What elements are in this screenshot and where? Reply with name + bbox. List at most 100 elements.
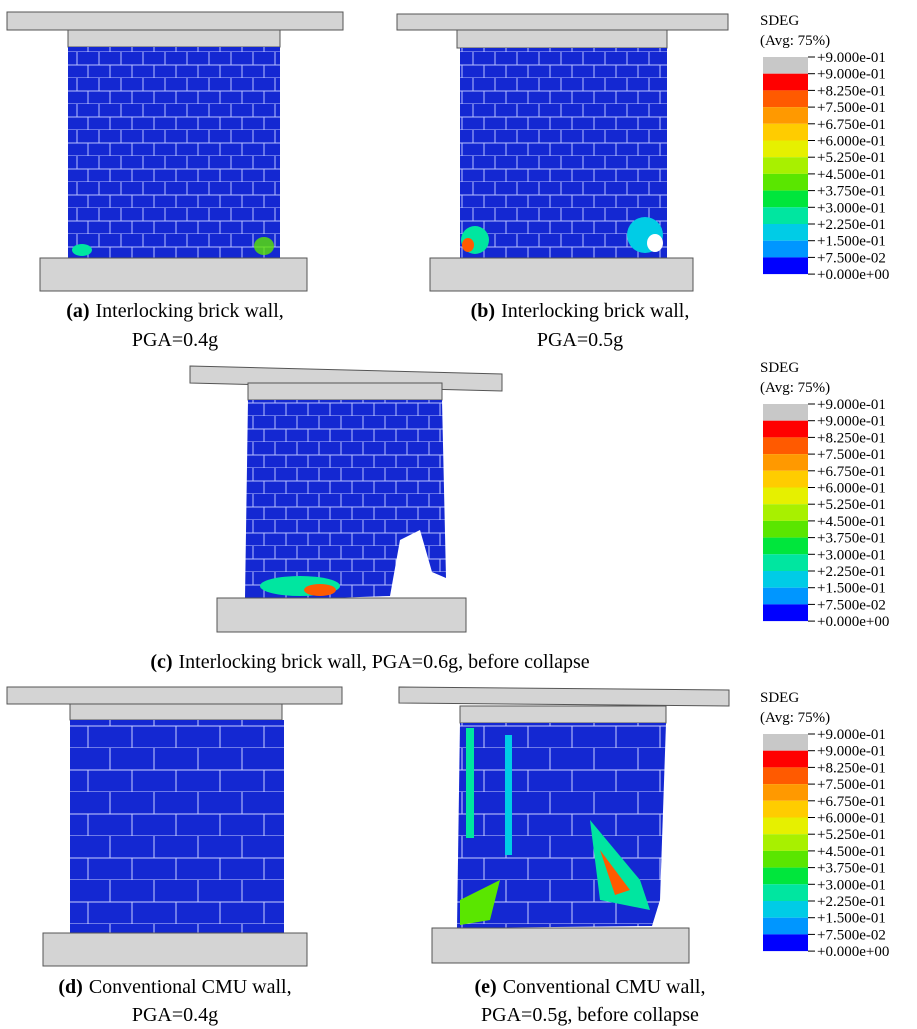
legend-swatch [763, 454, 808, 471]
legend-label: +3.750e-01 [817, 861, 886, 877]
legend-label: +6.000e-01 [817, 134, 886, 150]
legend-swatch [763, 257, 808, 275]
legend-label: +7.500e-02 [817, 250, 886, 266]
caption-line: Interlocking brick wall, [96, 300, 284, 322]
legend-swatch [763, 901, 808, 918]
legend-subtitle: (Avg: 75%) [760, 380, 830, 396]
caption: (a) Interlocking brick wall, [66, 300, 284, 322]
legend-swatch [763, 784, 808, 801]
legend-label: +5.250e-01 [817, 150, 886, 166]
panel-e [398, 686, 730, 964]
legend-label: +6.750e-01 [817, 117, 886, 133]
legend-label: +2.250e-01 [817, 217, 886, 233]
legend-label: +1.500e-01 [817, 234, 886, 250]
legend-swatch [763, 587, 808, 605]
caption-line: PGA=0.4g [132, 329, 218, 351]
caption: (c) Interlocking brick wall, PGA=0.6g, be… [150, 651, 589, 673]
legend-swatch [763, 404, 808, 421]
legend-swatch [763, 604, 808, 622]
legend-swatch [763, 850, 808, 868]
legend-label: +5.250e-01 [817, 827, 886, 843]
legend-swatch [763, 140, 808, 158]
legend-swatch [763, 571, 808, 588]
legend-label: +9.000e-01 [817, 67, 886, 83]
panel-c [189, 365, 503, 633]
legend-swatch [763, 190, 808, 208]
legend-label: +6.000e-01 [817, 811, 886, 827]
legend-swatch [763, 90, 808, 108]
legend-label: +4.500e-01 [817, 844, 886, 860]
legend-swatch [763, 207, 808, 224]
panel-tag: (d) [58, 976, 82, 998]
legend-label: +2.250e-01 [817, 894, 886, 910]
legend-swatch [763, 834, 808, 851]
legend-swatch [763, 917, 808, 935]
legend-label: +6.750e-01 [817, 464, 886, 480]
legend-label: +9.000e-01 [817, 397, 886, 413]
legend-label: +4.500e-01 [817, 514, 886, 530]
caption-line: Conventional CMU wall, [89, 976, 292, 998]
legend-swatch [763, 57, 808, 74]
legend-label: +5.250e-01 [817, 497, 886, 513]
legend-label: +3.000e-01 [817, 877, 886, 893]
panel-a [6, 11, 344, 292]
legend-swatch [763, 537, 808, 555]
legend-subtitle: (Avg: 75%) [760, 33, 830, 49]
legend-label: +8.250e-01 [817, 760, 886, 776]
legend-label: +2.250e-01 [817, 564, 886, 580]
caption: (e) Conventional CMU wall, [475, 976, 706, 998]
legend-swatch [763, 224, 808, 241]
legend-swatch [763, 800, 808, 818]
legend-swatch [763, 767, 808, 785]
legend-label: +0.000e+00 [817, 944, 889, 960]
legend-title: SDEG [760, 13, 799, 29]
legend-label: +8.250e-01 [817, 83, 886, 99]
legend-swatch [763, 173, 808, 191]
caption-line: PGA=0.4g [132, 1004, 218, 1026]
legend-swatch [763, 884, 808, 901]
legend-label: +0.000e+00 [817, 614, 889, 630]
legend-label: +7.500e-01 [817, 100, 886, 116]
caption-line: PGA=0.5g [537, 329, 623, 351]
legend-swatch [763, 437, 808, 455]
legend-title: SDEG [760, 360, 799, 376]
panel-tag: (e) [475, 976, 497, 998]
caption-line: Interlocking brick wall, PGA=0.6g, befor… [179, 651, 590, 673]
legend-label: +9.000e-01 [817, 50, 886, 66]
legend-label: +9.000e-01 [817, 744, 886, 760]
legend-swatch [763, 73, 808, 91]
panel-tag: (b) [471, 300, 495, 322]
legend-label: +3.750e-01 [817, 184, 886, 200]
caption: (d) Conventional CMU wall, [58, 976, 291, 998]
legend-label: +9.000e-01 [817, 414, 886, 430]
legend-swatch [763, 123, 808, 141]
legend-label: +7.500e-02 [817, 927, 886, 943]
legend-swatch [763, 520, 808, 538]
caption-line: PGA=0.5g, before collapse [481, 1004, 699, 1026]
legend-label: +4.500e-01 [817, 167, 886, 183]
legend-label: +7.500e-01 [817, 777, 886, 793]
legend-label: +1.500e-01 [817, 911, 886, 927]
caption-line: Conventional CMU wall, [503, 976, 706, 998]
legend-label: +9.000e-01 [817, 727, 886, 743]
legend-swatch [763, 240, 808, 258]
legend-swatch [763, 487, 808, 505]
legend-swatch [763, 107, 808, 124]
legend-swatch [763, 750, 808, 768]
legend-swatch [763, 817, 808, 835]
legend-swatch [763, 867, 808, 885]
legend-swatch [763, 734, 808, 751]
legend-label: +1.500e-01 [817, 581, 886, 597]
legend-label: +6.750e-01 [817, 794, 886, 810]
legend-label: +3.750e-01 [817, 531, 886, 547]
panel-b [396, 13, 729, 292]
caption-line: Interlocking brick wall, [501, 300, 689, 322]
panel-tag: (a) [66, 300, 89, 322]
legend-label: +6.000e-01 [817, 481, 886, 497]
legend-swatch [763, 934, 808, 952]
legend-label: +8.250e-01 [817, 430, 886, 446]
legend-label: +3.000e-01 [817, 200, 886, 216]
legend-swatch [763, 504, 808, 521]
panel-tag: (c) [150, 651, 172, 673]
